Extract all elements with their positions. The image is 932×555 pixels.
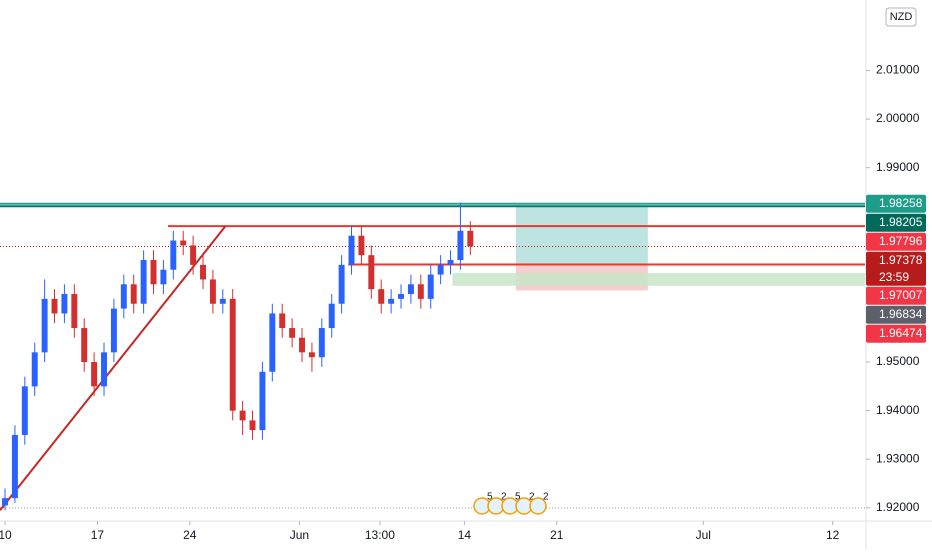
y-tick-label: 2.01000: [876, 63, 920, 77]
candle-body: [457, 230, 464, 260]
candle-body: [209, 279, 216, 304]
candle-body: [180, 240, 187, 246]
x-tick-label: 12: [826, 528, 840, 542]
event-count: 2: [501, 492, 507, 503]
price-tag: [866, 305, 926, 324]
candle-body: [447, 260, 454, 265]
price-tag: [866, 251, 926, 286]
event-count: 5: [487, 492, 493, 503]
candle-body: [338, 264, 345, 304]
y-tick-label: 1.99000: [876, 160, 920, 174]
event-count: 5: [515, 492, 521, 503]
x-tick-label: Jul: [696, 528, 711, 542]
x-tick-label: 21: [550, 528, 564, 542]
price-tag: [866, 324, 926, 343]
candle-body: [120, 284, 127, 309]
y-tick-label: 1.94000: [876, 403, 920, 417]
candle-body: [110, 308, 117, 353]
drawn-line: [0, 225, 227, 511]
zone: [515, 206, 648, 265]
price-tag-label: 1.97378: [879, 253, 923, 267]
candle-body: [101, 352, 107, 387]
candle-body: [467, 230, 474, 247]
price-tag-label: 1.97796: [879, 234, 923, 248]
price-tag-label: 1.98205: [879, 215, 923, 229]
price-tag: [866, 232, 926, 251]
event-count: 2: [529, 492, 535, 503]
currency-label: NZD: [890, 11, 913, 23]
price-tag: [866, 286, 926, 305]
candle-body: [308, 352, 315, 358]
candle-body: [51, 298, 58, 314]
x-tick-label: 13:00: [365, 528, 395, 542]
candle-body: [81, 328, 88, 363]
currency-badge: [885, 7, 917, 27]
candle-body: [407, 284, 414, 295]
event-count: 2: [543, 492, 549, 503]
candle-body: [348, 235, 355, 265]
candle-body: [21, 386, 28, 435]
event-icon: [529, 497, 547, 515]
candle-body: [427, 274, 434, 299]
x-tick-label: 10: [0, 528, 12, 542]
candle-body: [279, 313, 286, 329]
price-tag: [866, 213, 926, 232]
price-tag-label: 1.96834: [879, 307, 923, 321]
candle-body: [269, 313, 276, 372]
price-tag: [866, 194, 926, 213]
candle-body: [140, 260, 147, 304]
candle-body: [289, 328, 296, 338]
price-tag-label: 1.98258: [879, 196, 923, 210]
y-tick-label: 1.92000: [876, 500, 920, 514]
x-tick-label: 14: [458, 528, 472, 542]
price-tag-label: 1.97007: [879, 288, 923, 302]
x-tick-label: 24: [183, 528, 197, 542]
candle-body: [31, 352, 38, 387]
price-tag-countdown: 23:59: [879, 270, 909, 284]
candle-body: [91, 362, 98, 387]
candle-body: [368, 255, 375, 290]
candle-body: [378, 289, 385, 304]
y-tick-label: 1.95000: [876, 354, 920, 368]
candle-body: [11, 434, 18, 499]
candle-body: [229, 298, 236, 411]
candle-body: [150, 260, 157, 285]
candle-body: [398, 294, 404, 299]
candle-body: [417, 284, 424, 299]
x-tick-label: Jun: [290, 528, 309, 542]
candle-body: [318, 328, 325, 358]
candle-body: [71, 294, 78, 329]
y-tick-label: 1.93000: [876, 451, 920, 465]
candle-body: [358, 235, 365, 256]
candle-body: [388, 298, 395, 304]
candle-body: [219, 298, 226, 304]
candle-body: [170, 240, 177, 270]
candle-body: [239, 410, 246, 421]
candle-body: [299, 337, 305, 353]
candle-body: [61, 294, 68, 314]
candle-body: [259, 371, 266, 431]
zone: [452, 272, 865, 286]
candle-body: [41, 298, 48, 353]
candle-body: [160, 269, 167, 285]
candle-body: [328, 303, 335, 329]
x-tick-label: 17: [91, 528, 105, 542]
candle-body: [190, 245, 197, 265]
candle-body: [437, 264, 444, 275]
candle-body: [200, 264, 206, 280]
candle-body: [249, 420, 256, 431]
y-tick-label: 2.00000: [876, 111, 920, 125]
candle-body: [2, 498, 8, 506]
candle-body: [130, 284, 137, 304]
price-tag-label: 1.96474: [879, 326, 923, 340]
